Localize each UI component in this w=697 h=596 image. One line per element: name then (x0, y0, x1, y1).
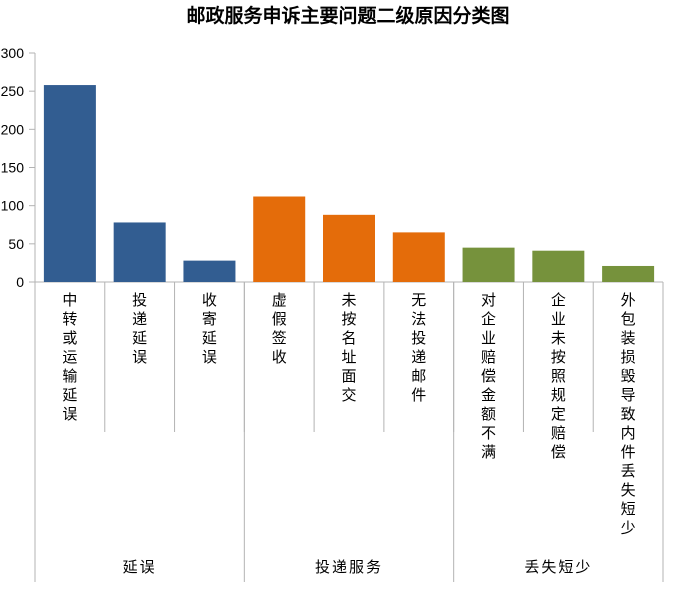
group-label: 丢失短少 (524, 558, 592, 576)
bar (532, 250, 585, 282)
category-label: 企业未按照规定赔偿 (551, 291, 566, 461)
y-tick-label: 0 (16, 274, 24, 290)
bar (392, 232, 445, 282)
y-tick-label: 250 (1, 83, 25, 99)
category-label: 无法投递邮件 (411, 291, 426, 404)
y-tick-label: 300 (1, 45, 25, 61)
bar (462, 247, 515, 282)
category-label: 中转或运输延误 (62, 291, 77, 423)
category-label: 收寄延误 (202, 291, 217, 366)
bar (113, 222, 166, 282)
y-tick-label: 150 (1, 160, 25, 176)
category-label: 未按名址面交 (341, 291, 356, 404)
group-label: 投递服务 (315, 558, 383, 576)
bar (602, 265, 655, 282)
chart-title: 邮政服务申诉主要问题二级原因分类图 (186, 4, 509, 27)
bar (253, 196, 306, 282)
category-label: 投递延误 (132, 291, 147, 366)
category-label: 对企业赔偿金额不满 (481, 291, 496, 461)
y-tick-label: 200 (1, 121, 25, 137)
y-tick-label: 50 (8, 236, 24, 252)
group-label: 延误 (123, 558, 157, 576)
bar (323, 214, 375, 282)
category-label: 虚假签收 (272, 291, 287, 366)
bar (183, 260, 236, 282)
category-label: 外包装损毁导致内件丢失短少 (621, 291, 636, 537)
y-tick-label: 100 (1, 198, 25, 214)
bar (43, 85, 96, 282)
